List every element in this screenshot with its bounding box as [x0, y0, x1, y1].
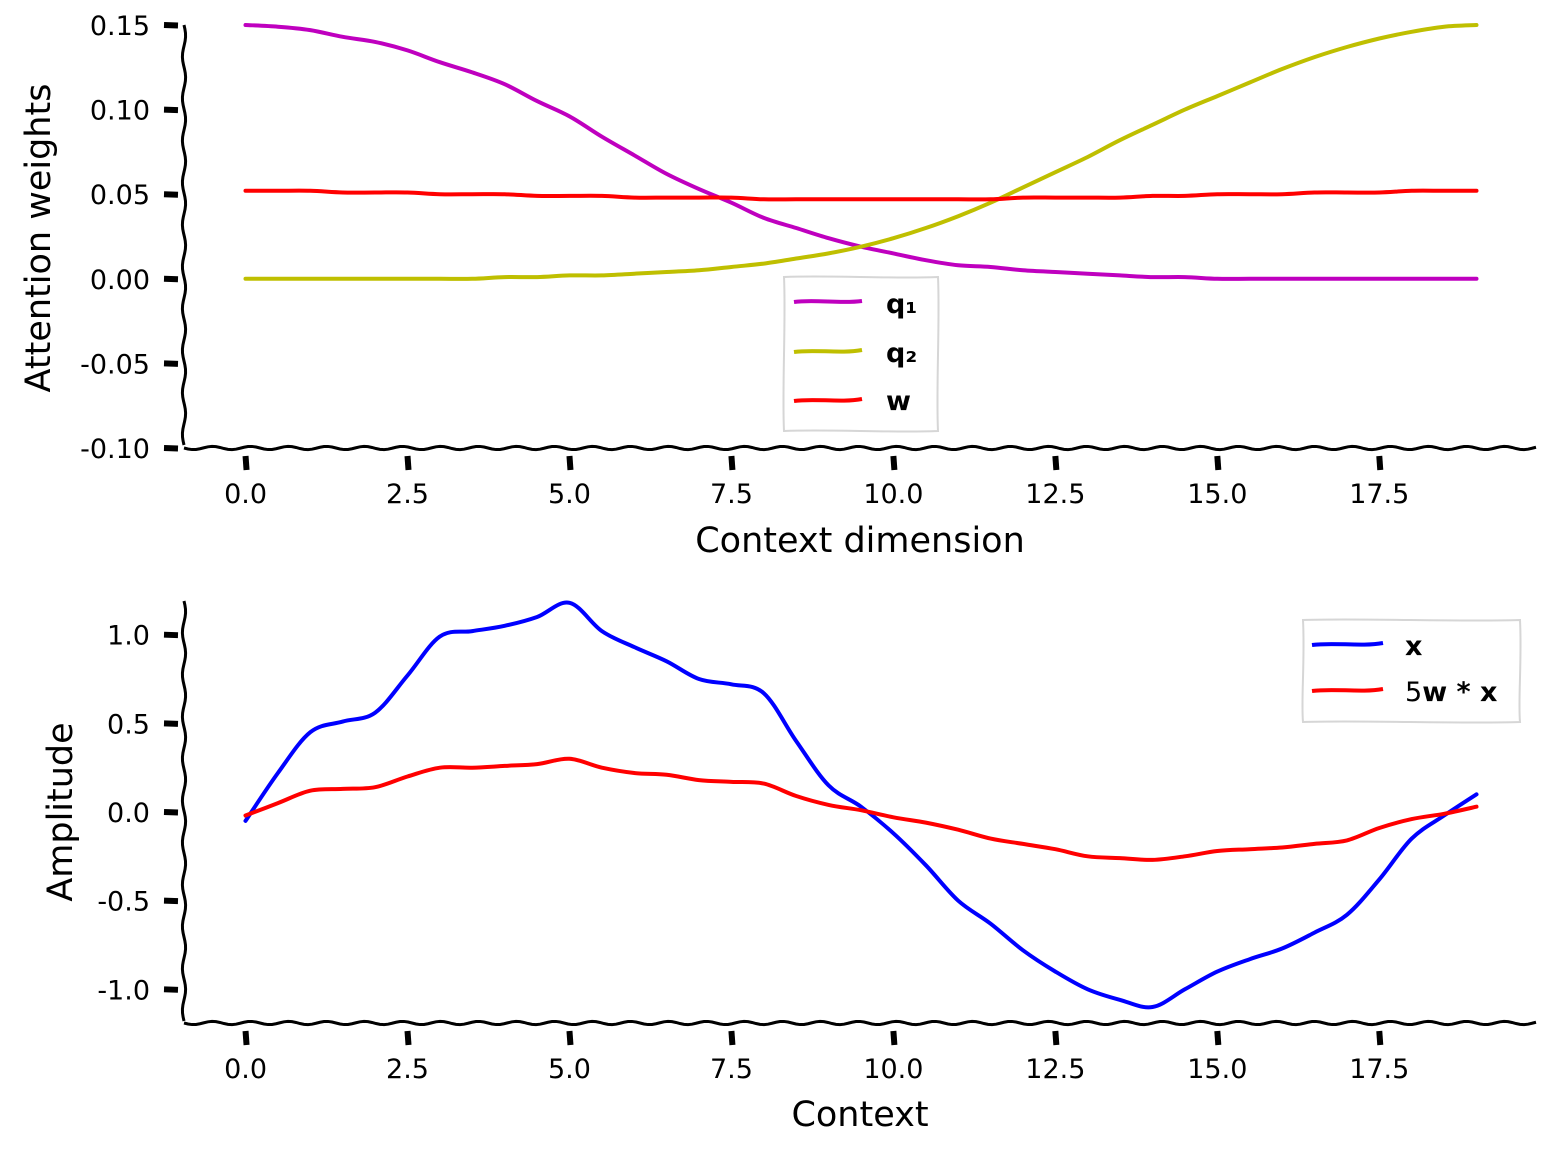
x-tick-label: 2.5 — [386, 479, 429, 510]
legend-line-q2 — [793, 348, 863, 354]
y-axis-spine — [180, 600, 188, 1022]
legend-label-q1: q₁ — [886, 289, 917, 320]
x-tick — [890, 1030, 898, 1046]
y-tick — [163, 809, 179, 816]
legend-line-q1 — [793, 299, 863, 304]
y-tick-label: -1.0 — [97, 975, 150, 1006]
legend: q₁ q₂ w — [782, 275, 940, 433]
y-tick-label: -0.05 — [80, 349, 150, 380]
y-tick-label: -0.5 — [97, 887, 150, 918]
x-tick — [1376, 1030, 1384, 1046]
legend: x 5w * x — [1301, 618, 1522, 724]
legend-line-w — [793, 397, 863, 403]
x-tick — [1214, 1030, 1222, 1046]
y-axis-spine — [180, 24, 188, 446]
x-tick-label: 2.5 — [386, 1054, 429, 1085]
legend-label-q2: q₂ — [886, 338, 917, 369]
legend-label-x: x — [1405, 631, 1422, 662]
x-tick-label: 15.0 — [1187, 1054, 1247, 1085]
legend-label-5wx-coef: 5 — [1405, 677, 1422, 708]
x-tick — [404, 1030, 412, 1046]
series-line-0 — [243, 23, 1479, 281]
y-tick — [163, 897, 179, 905]
y-tick — [163, 191, 179, 198]
x-tick — [1052, 455, 1060, 471]
x-axis-title: Context — [791, 1095, 928, 1135]
x-tick-label: 5.0 — [548, 1054, 591, 1085]
x-tick — [728, 455, 736, 471]
y-tick-label: -0.10 — [80, 434, 150, 465]
series-line-1 — [243, 756, 1479, 862]
x-tick-label: 15.0 — [1187, 479, 1247, 510]
y-tick — [163, 275, 179, 283]
y-tick-label: 0.10 — [90, 96, 150, 127]
x-tick-label: 10.0 — [863, 479, 923, 510]
y-tick-label: 0.5 — [107, 709, 150, 740]
x-tick-label: 7.5 — [710, 479, 753, 510]
x-tick — [404, 455, 412, 471]
amplitude-chart: 0.0 2.5 5.0 7.5 10.0 12.5 15.0 17.5 1.0 0.5 0.0 -0.… — [41, 600, 1537, 1135]
legend-frame — [782, 275, 940, 433]
x-tick — [242, 455, 250, 471]
x-tick-label: 12.5 — [1025, 479, 1085, 510]
x-tick-label: 17.5 — [1349, 479, 1409, 510]
x-tick — [1376, 455, 1384, 471]
x-axis-spine — [183, 444, 1537, 452]
legend-label-5wx-rest: w * x — [1422, 677, 1497, 708]
y-tick — [163, 360, 179, 367]
x-tick-label: 12.5 — [1025, 1054, 1085, 1085]
y-axis-title: Attention weights — [19, 84, 59, 393]
attention-weights-chart: 0.0 2.5 5.0 7.5 10.0 12.5 15.0 17.5 0.15 0.10 0.05… — [19, 11, 1537, 561]
y-tick — [163, 720, 179, 727]
x-tick — [566, 1030, 574, 1046]
x-tick-label: 7.5 — [710, 1054, 753, 1085]
x-tick-label: 10.0 — [863, 1054, 923, 1085]
y-tick — [163, 445, 179, 452]
y-tick — [163, 986, 179, 993]
y-tick — [163, 22, 179, 29]
legend-line-x — [1311, 641, 1384, 647]
x-tick — [890, 455, 898, 471]
series-line-1 — [243, 23, 1479, 281]
series-line-0 — [243, 600, 1479, 1010]
x-axis-spine — [183, 1019, 1537, 1027]
x-tick — [1052, 1030, 1060, 1046]
series-line-2 — [243, 188, 1479, 202]
y-tick-label: 1.0 — [107, 621, 150, 652]
y-tick-label: 0.15 — [90, 11, 150, 42]
y-tick — [163, 106, 179, 114]
x-tick-label: 0.0 — [224, 479, 267, 510]
x-axis-title: Context dimension — [695, 521, 1025, 561]
legend-label-5wx: 5w * x — [1405, 677, 1497, 708]
y-tick-label: 0.00 — [90, 265, 150, 296]
y-axis-title: Amplitude — [41, 722, 81, 901]
y-tick-label: 0.0 — [107, 798, 150, 829]
x-tick-label: 5.0 — [548, 479, 591, 510]
x-tick — [728, 1030, 736, 1046]
y-tick-label: 0.05 — [90, 180, 150, 211]
x-tick — [242, 1030, 250, 1046]
legend-line-5wx — [1311, 687, 1384, 693]
x-tick-label: 17.5 — [1349, 1054, 1409, 1085]
legend-label-w: w — [886, 386, 911, 417]
x-tick-label: 0.0 — [224, 1054, 267, 1085]
y-tick — [163, 631, 179, 639]
x-tick — [1214, 455, 1222, 471]
x-tick — [566, 455, 574, 471]
